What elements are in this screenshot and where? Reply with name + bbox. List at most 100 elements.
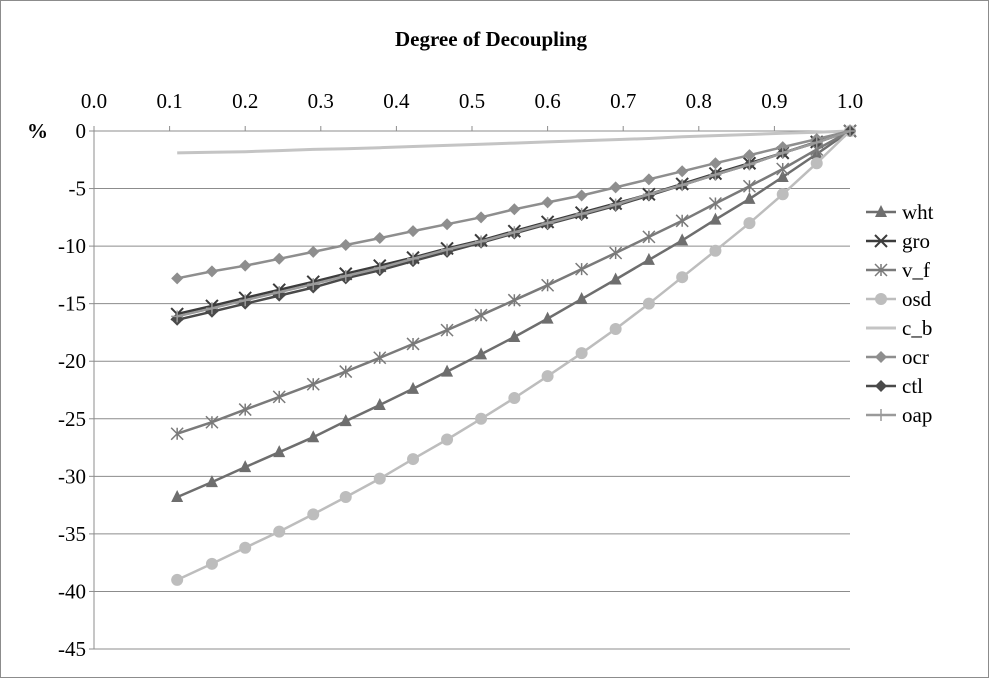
data-point-wht (709, 212, 722, 225)
series-osd (171, 125, 856, 586)
data-point-osd (239, 541, 252, 554)
legend-item-oap: oap (866, 403, 932, 427)
y-axis-unit-label: % (27, 119, 48, 143)
data-point-osd (407, 453, 420, 466)
data-point-v_f (642, 230, 656, 244)
data-point-wht (609, 272, 622, 285)
data-point-oap (508, 226, 521, 239)
data-point-oap (575, 207, 588, 220)
legend-label: ctl (902, 374, 923, 398)
data-point-wht (373, 397, 386, 410)
data-point-wht (575, 292, 588, 305)
data-point-v_f (373, 351, 387, 365)
x-tick-label: 1.0 (837, 89, 863, 113)
legend-item-osd: osd (866, 287, 932, 311)
series-line-c_b (177, 129, 851, 155)
y-tick-label: 0 (76, 119, 87, 143)
data-point-oap (273, 286, 286, 299)
data-point-ocr (508, 203, 521, 216)
axes (89, 126, 851, 650)
y-tick-label: -40 (58, 579, 86, 603)
x-tick-label: 0.2 (232, 89, 258, 113)
x-tick-label: 0.5 (459, 89, 485, 113)
data-point-oap (373, 261, 386, 274)
data-point-oap (307, 278, 320, 291)
y-tick-label: -10 (58, 234, 86, 258)
series-line-v_f (176, 129, 851, 435)
data-point-osd (441, 433, 454, 446)
data-point-osd (307, 508, 320, 521)
x-tick-label: 0.8 (686, 89, 712, 113)
data-point-ocr (575, 189, 588, 202)
data-point-v_f (440, 323, 454, 337)
y-tick-label: -5 (69, 177, 87, 201)
data-point-v_f (170, 427, 184, 441)
data-point-oap (239, 294, 252, 307)
data-point-oap (676, 179, 689, 192)
data-point-wht (441, 364, 454, 377)
legend-marker (875, 409, 887, 421)
data-point-v_f (742, 179, 756, 193)
data-point-wht (239, 460, 252, 473)
data-point-osd (609, 322, 622, 335)
data-point-wht (776, 170, 789, 183)
data-point-v_f (609, 246, 623, 260)
legend-marker (875, 380, 887, 392)
legend-item-c_b: c_b (866, 316, 932, 340)
data-point-osd (676, 271, 689, 284)
legend-label: gro (902, 229, 930, 253)
y-tick-label: -15 (58, 292, 86, 316)
series-wht (171, 124, 856, 503)
legend-marker (874, 263, 888, 277)
data-point-osd (205, 557, 218, 570)
y-tick-label: -35 (58, 522, 86, 546)
y-tick-label: -45 (58, 637, 86, 661)
data-point-osd (709, 244, 722, 257)
data-point-oap (743, 158, 756, 171)
data-point-oap (407, 252, 420, 265)
data-point-oap (339, 270, 352, 283)
data-point-osd (373, 472, 386, 485)
legend-marker (875, 351, 887, 363)
x-tick-labels: 0.0 0.1 0.2 0.3 0.4 0.5 0.6 0.7 0.8 0.9 1.0 (81, 89, 863, 113)
data-point-v_f (339, 365, 353, 379)
data-point-v_f (238, 403, 252, 417)
data-point-wht (676, 233, 689, 246)
data-point-osd (508, 392, 521, 405)
data-point-v_f (507, 293, 521, 307)
data-point-wht (307, 430, 320, 443)
data-point-ocr (642, 173, 655, 186)
y-tick-label: -25 (58, 407, 86, 431)
data-point-oap (709, 168, 722, 181)
legend-label: osd (902, 287, 932, 311)
data-point-v_f (708, 196, 722, 211)
legend-label: c_b (902, 316, 932, 340)
data-point-osd (273, 525, 286, 538)
data-point-ocr (205, 265, 218, 278)
data-point-wht (273, 445, 286, 458)
legend-label: ocr (902, 345, 929, 369)
series-oap (171, 125, 856, 323)
legend-marker (875, 293, 887, 305)
data-point-oap (776, 146, 789, 159)
data-point-ocr (307, 245, 320, 258)
series-v_f (170, 124, 857, 441)
data-point-osd (339, 491, 352, 504)
data-point-oap (171, 310, 184, 323)
y-tick-label: -20 (58, 349, 86, 373)
data-point-ocr (541, 196, 554, 209)
data-point-wht (475, 347, 488, 360)
data-point-v_f (406, 337, 420, 351)
legend-label: wht (902, 200, 934, 224)
data-point-osd (743, 217, 756, 230)
data-point-ocr (239, 259, 252, 272)
data-point-ocr (743, 149, 756, 162)
legend-label: oap (902, 403, 932, 427)
x-tick-label: 0.7 (610, 89, 636, 113)
legend-label: v_f (902, 258, 930, 282)
data-point-v_f (272, 390, 286, 404)
data-point-ocr (609, 181, 622, 194)
